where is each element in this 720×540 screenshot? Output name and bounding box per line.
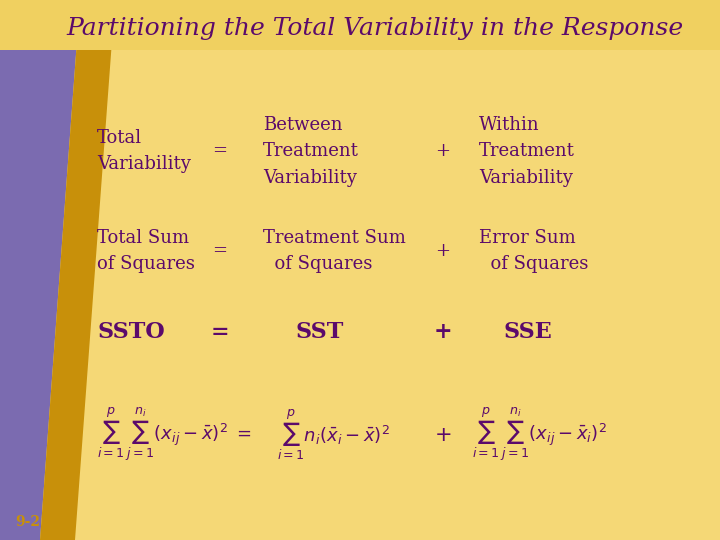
Text: Treatment Sum
  of Squares: Treatment Sum of Squares: [263, 229, 405, 273]
Text: +: +: [433, 321, 452, 343]
Text: =: =: [212, 242, 227, 260]
Text: SST: SST: [295, 321, 343, 343]
Polygon shape: [0, 0, 80, 540]
Text: $\sum_{i=1}^{p}\,\sum_{j=1}^{n_i}(x_{ij}-\bar{x})^{2}\ =$: $\sum_{i=1}^{p}\,\sum_{j=1}^{n_i}(x_{ij}…: [97, 406, 252, 463]
Text: +: +: [436, 242, 450, 260]
Text: $\sum_{i=1}^{p}n_i(\bar{x}_i-\bar{x})^{2}$: $\sum_{i=1}^{p}n_i(\bar{x}_i-\bar{x})^{2…: [277, 408, 390, 462]
Text: Partitioning the Total Variability in the Response: Partitioning the Total Variability in th…: [66, 17, 683, 39]
Text: +: +: [436, 142, 450, 160]
Text: SSE: SSE: [504, 321, 553, 343]
FancyBboxPatch shape: [0, 0, 720, 50]
Text: Total Sum
of Squares: Total Sum of Squares: [97, 229, 195, 273]
Polygon shape: [40, 0, 115, 540]
Text: Total
Variability: Total Variability: [97, 129, 191, 173]
Text: =: =: [210, 321, 229, 343]
Text: Within
Treatment
Variability: Within Treatment Variability: [479, 116, 575, 187]
Text: 9-21: 9-21: [15, 515, 50, 529]
Text: Between
Treatment
Variability: Between Treatment Variability: [263, 116, 359, 187]
Text: $+$: $+$: [434, 424, 451, 445]
Text: $\sum_{i=1}^{p}\,\sum_{j=1}^{n_i}(x_{ij}-\bar{x}_i)^{2}$: $\sum_{i=1}^{p}\,\sum_{j=1}^{n_i}(x_{ij}…: [472, 406, 606, 463]
Text: Error Sum
  of Squares: Error Sum of Squares: [479, 229, 588, 273]
Text: =: =: [212, 142, 227, 160]
Text: SSTO: SSTO: [97, 321, 165, 343]
